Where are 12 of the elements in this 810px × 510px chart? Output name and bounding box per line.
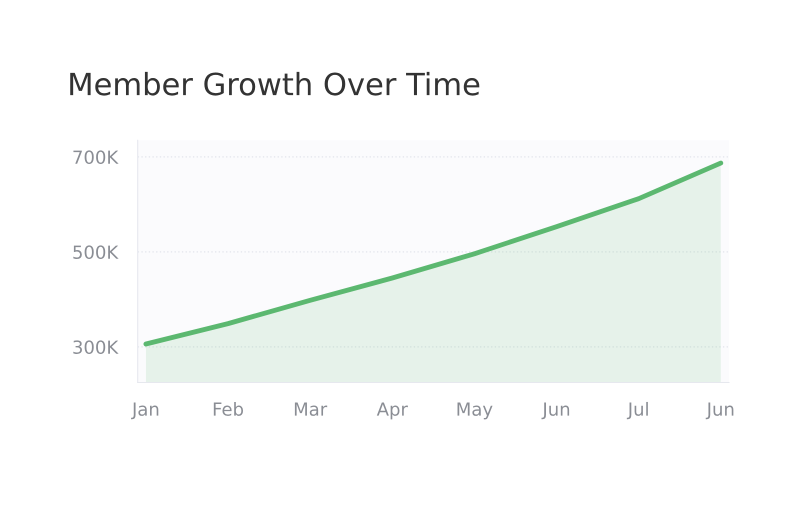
x-tick-label: Apr — [376, 402, 408, 420]
x-tick-label: Feb — [214, 402, 244, 416]
x-tick-label: Jan — [131, 402, 158, 420]
chart-title: Member Growth Over Time — [70, 72, 480, 96]
x-tick-label: Jun — [706, 402, 734, 420]
x-tick-label: Jul — [626, 402, 648, 420]
x-tick-label: Jun — [542, 402, 570, 420]
y-tick-label: 300K — [73, 340, 119, 354]
y-tick-label: 500K — [73, 245, 119, 259]
x-tick-label: May — [458, 402, 493, 420]
y-tick-label: 700K — [73, 150, 119, 164]
x-tick-label: Mar — [294, 402, 328, 416]
